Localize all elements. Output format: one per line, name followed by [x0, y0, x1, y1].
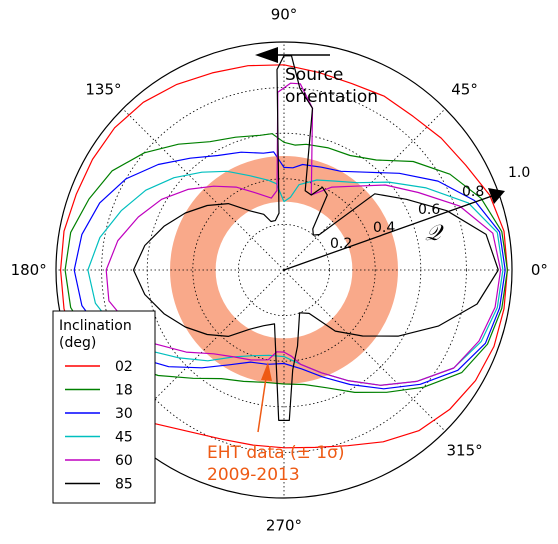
polar-grid: [56, 42, 512, 498]
legend-label-30: 30: [115, 406, 133, 422]
series-line-02: [60, 64, 508, 449]
tick-labels: 0°45°90°135°180°225°270°315°0.20.40.60.8…: [11, 6, 548, 535]
legend-label-18: 18: [115, 383, 133, 399]
radial-gridline: [237, 223, 330, 316]
source-orientation-arrow-head: [255, 47, 278, 63]
outer-circle: [55, 41, 513, 499]
radial-axis-symbol: 𝒬: [425, 221, 444, 246]
series-line-18: [64, 133, 508, 393]
radial-gridline: [192, 178, 376, 362]
series-line-30: [73, 151, 506, 390]
legend-label-02: 02: [115, 359, 133, 375]
radial-gridline: [101, 87, 467, 453]
legend-label-85: 85: [115, 477, 133, 493]
angle-tick-label: 90°: [271, 6, 298, 24]
legend-entries: 02 18 30 45 60 85: [65, 359, 133, 493]
radial-tick-label: 1.0: [508, 165, 530, 181]
legend-title-2: (deg): [59, 335, 96, 351]
eht-arrow-line: [257, 377, 267, 433]
series-line-85: [132, 55, 499, 421]
eht-arrow-head: [261, 362, 272, 381]
series-line-60: [105, 82, 502, 386]
angle-tick-label: 270°: [266, 516, 302, 534]
eht-label-2: 2009-2013: [207, 465, 300, 485]
radial-tick-label: 0.4: [373, 220, 395, 236]
legend-title-1: Inclination: [59, 318, 132, 334]
radial-q-arrow-head: [488, 188, 505, 204]
legend: Inclination (deg) 02 18 30 45 60 85: [52, 310, 156, 504]
source-orientation-label-2: orientation: [285, 87, 378, 107]
legend-label-45: 45: [115, 430, 133, 446]
radial-tick-label: 0.6: [418, 202, 440, 218]
series-layer: [55, 41, 513, 499]
angle-tick-label: 45°: [451, 80, 478, 98]
eht-label-1: EHT data (± 1σ): [207, 443, 345, 463]
angle-tick-label: 315°: [446, 442, 482, 460]
radial-tick-label: 0.8: [462, 184, 484, 200]
source-orientation-label-1: Source: [285, 65, 343, 85]
legend-box: [52, 310, 156, 504]
angle-tick-label: 0°: [531, 261, 548, 279]
legend-label-60: 60: [115, 453, 133, 469]
angle-tick-label: 180°: [11, 261, 47, 279]
angle-tick-label: 135°: [85, 80, 121, 98]
radial-q-arrow-line: [283, 195, 493, 271]
